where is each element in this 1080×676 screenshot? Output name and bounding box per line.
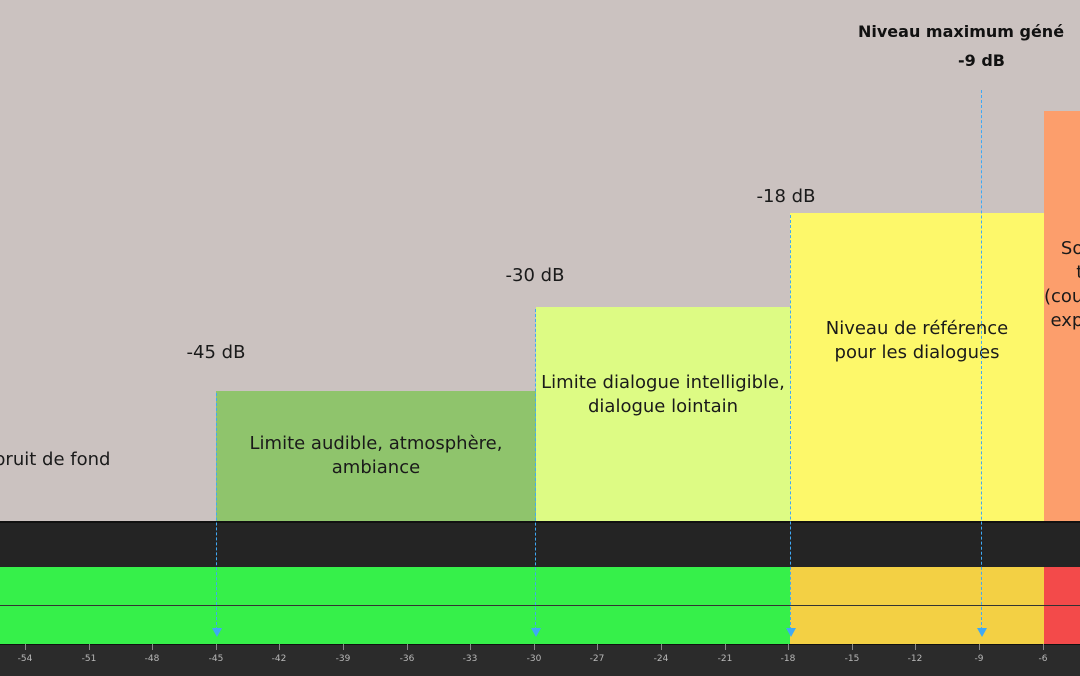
- max-level-title: Niveau maximum géné: [858, 22, 1065, 41]
- zone-dialogue-reference: Niveau de référence pour les dialogues: [790, 213, 1044, 521]
- level-label-18: -18 dB: [756, 186, 816, 207]
- zone-audible-limit: Limite audible, atmosphère, ambiance: [216, 391, 536, 521]
- scale-tick-label: -36: [399, 654, 415, 664]
- scale-tick: [343, 644, 344, 650]
- zone-audible-limit-label: Limite audible, atmosphère, ambiance: [249, 433, 503, 478]
- marker-line-9: [981, 90, 982, 630]
- scale-tick-label: -21: [717, 654, 733, 664]
- scale-tick-label: -39: [335, 654, 351, 664]
- scale-tick: [788, 644, 789, 650]
- scale-tick: [725, 644, 726, 650]
- marker-line-30: [535, 309, 536, 630]
- dark-separator-band: [0, 521, 1080, 569]
- scale-tick: [470, 644, 471, 650]
- scale-tick-label: -42: [271, 654, 287, 664]
- scale-tick-label: -18: [780, 654, 796, 664]
- scale-tick: [25, 644, 26, 650]
- scale-tick-label: -6: [1038, 654, 1048, 664]
- scale-tick-label: -45: [208, 654, 224, 664]
- scale-tick: [89, 644, 90, 650]
- zone-dialogue-limit-label: Limite dialogue intelligible, dialogue l…: [541, 372, 785, 417]
- scale-tick: [407, 644, 408, 650]
- marker-arrow-18: [786, 628, 796, 637]
- scale-tick-label: -54: [17, 654, 33, 664]
- scale-tick-label: -12: [907, 654, 923, 664]
- zone-orange-partial-label: So t (cou exp: [1044, 238, 1080, 331]
- scale-axis: [0, 644, 1080, 676]
- scale-tick-label: -9: [974, 654, 984, 664]
- zone-dialogue-limit: Limite dialogue intelligible, dialogue l…: [536, 307, 790, 521]
- zone-orange-partial: So t (cou exp: [1044, 111, 1080, 521]
- scale-tick: [915, 644, 916, 650]
- level-label-45: -45 dB: [186, 342, 246, 363]
- scale-tick-label: -30: [526, 654, 542, 664]
- scale-tick: [597, 644, 598, 650]
- marker-arrow-45: [212, 628, 222, 637]
- meter-divider-line: [0, 605, 1080, 606]
- scale-tick-label: -51: [81, 654, 97, 664]
- scale-tick: [216, 644, 217, 650]
- scale-tick: [279, 644, 280, 650]
- scale-tick: [1043, 644, 1044, 650]
- scale-tick-label: -27: [589, 654, 605, 664]
- scale-tick: [661, 644, 662, 650]
- zone-dialogue-reference-label: Niveau de référence pour les dialogues: [825, 318, 1009, 363]
- scale-tick-label: -33: [462, 654, 478, 664]
- scale-tick-label: -48: [144, 654, 160, 664]
- scale-tick: [852, 644, 853, 650]
- scale-tick: [152, 644, 153, 650]
- max-level-value: -9 dB: [958, 51, 1005, 70]
- zone-background-noise: bruit de fond: [0, 400, 150, 520]
- marker-arrow-9: [977, 628, 987, 637]
- zone-background-noise-label: bruit de fond: [0, 449, 111, 470]
- marker-line-18: [790, 215, 791, 630]
- scale-tick-label: -24: [653, 654, 669, 664]
- scale-tick-label: -15: [844, 654, 860, 664]
- scale-tick: [979, 644, 980, 650]
- marker-line-45: [216, 393, 217, 630]
- scale-tick: [534, 644, 535, 650]
- level-label-30: -30 dB: [505, 265, 565, 286]
- marker-arrow-30: [531, 628, 541, 637]
